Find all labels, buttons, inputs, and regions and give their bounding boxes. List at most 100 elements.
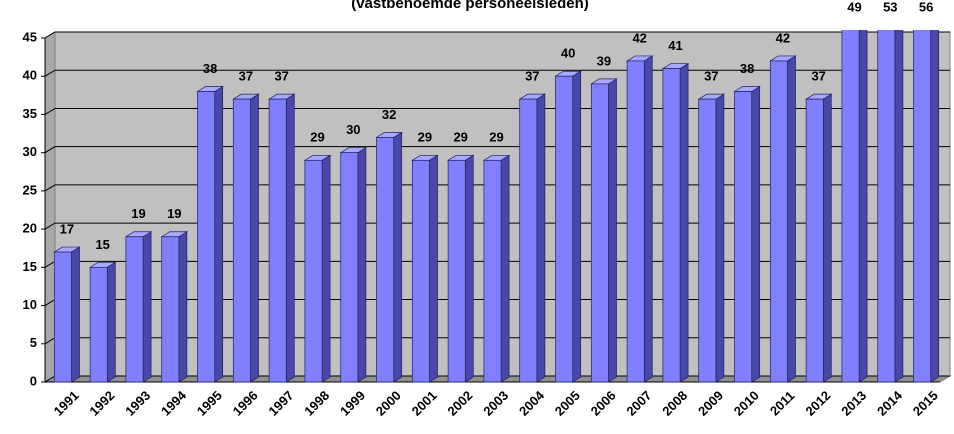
bar-side <box>608 78 617 383</box>
data-label: 42 <box>632 30 646 45</box>
bar-side <box>536 93 546 383</box>
data-label: 37 <box>811 69 825 84</box>
x-tick-label: 2003 <box>480 388 511 419</box>
bar <box>483 159 502 383</box>
bar-side <box>357 147 367 383</box>
x-tick-label: 2014 <box>874 387 906 419</box>
bar-side <box>393 131 403 383</box>
data-label: 53 <box>883 0 897 14</box>
data-label: 29 <box>489 130 503 145</box>
bar <box>411 159 430 383</box>
x-tick-label: 2011 <box>767 388 798 419</box>
y-tick-label: 20 <box>23 221 37 236</box>
x-tick-label: 2006 <box>588 388 619 419</box>
chart-title: (vastbenoemde personeelsleden) <box>351 0 589 12</box>
data-label: 29 <box>418 130 432 145</box>
bar <box>197 91 216 383</box>
y-tick-label: 10 <box>23 297 37 312</box>
bar-side <box>858 30 868 383</box>
data-label: 56 <box>919 0 933 14</box>
x-tick-label: 2008 <box>659 388 690 419</box>
x-tick-label: 1997 <box>265 388 296 419</box>
y-tick-label: 40 <box>23 68 37 83</box>
x-tick-label: 1998 <box>301 388 332 419</box>
bar <box>304 159 323 383</box>
data-label: 38 <box>740 61 754 76</box>
bar <box>232 98 251 383</box>
data-label: 42 <box>776 30 790 45</box>
x-tick-label: 2013 <box>838 388 869 419</box>
grid-line <box>44 31 950 39</box>
x-tick-label: 2007 <box>623 388 654 419</box>
bar-side <box>321 154 331 383</box>
x-tick-label: 2010 <box>731 388 762 419</box>
bar-side <box>142 231 152 383</box>
data-label: 19 <box>131 206 145 221</box>
x-tick-label: 1992 <box>86 388 117 419</box>
bar-side <box>822 93 832 383</box>
bar <box>626 60 645 383</box>
bar <box>769 60 788 383</box>
y-tick-label: 35 <box>23 106 37 121</box>
bars <box>53 30 940 383</box>
bar <box>662 68 681 383</box>
bar <box>125 236 144 383</box>
data-label: 37 <box>239 69 253 84</box>
y-tick-label: 30 <box>23 144 37 159</box>
data-label: 39 <box>597 53 611 68</box>
bar <box>555 75 574 383</box>
x-tick-label: 1991 <box>51 388 82 419</box>
bar <box>805 98 824 383</box>
x-tick-label: 1995 <box>194 388 225 419</box>
data-label: 40 <box>561 46 575 61</box>
bar-side <box>464 154 474 383</box>
x-tick-label: 2002 <box>444 388 475 419</box>
bar <box>89 266 108 383</box>
data-label: 49 <box>847 0 861 14</box>
x-tick-label: 1993 <box>122 388 153 419</box>
bar-side <box>643 55 653 383</box>
data-label: 37 <box>274 69 288 84</box>
y-tick-label: 25 <box>23 182 37 197</box>
x-tick-label: 2005 <box>552 388 583 419</box>
data-label: 32 <box>382 107 396 122</box>
y-tick-label: 5 <box>30 335 37 350</box>
data-label: 38 <box>203 61 217 76</box>
data-label: 19 <box>167 206 181 221</box>
x-tick-label: 2009 <box>695 388 726 419</box>
data-label: 37 <box>525 69 539 84</box>
bar <box>877 30 896 383</box>
data-label: 41 <box>668 38 682 53</box>
y-tick-label: 15 <box>23 259 37 274</box>
bar <box>268 98 287 383</box>
x-tick-label: 2004 <box>516 387 548 419</box>
bar-side <box>679 62 689 383</box>
bar <box>340 152 359 383</box>
data-label: 37 <box>704 69 718 84</box>
bar-side <box>178 231 188 383</box>
x-tick-label: 2015 <box>910 388 941 419</box>
bar <box>913 30 932 383</box>
bar <box>376 137 395 383</box>
bar <box>698 98 717 383</box>
data-label: 15 <box>95 237 109 252</box>
data-label: 29 <box>453 130 467 145</box>
bar <box>734 91 753 383</box>
data-label: 17 <box>60 221 74 236</box>
y-tick-label: 45 <box>23 29 37 44</box>
bar <box>53 251 72 383</box>
bar-side <box>930 30 940 383</box>
bar-side <box>250 93 259 383</box>
x-tick-label: 1996 <box>230 388 261 419</box>
x-tick-label: 2012 <box>802 388 833 419</box>
side-wall <box>44 31 56 383</box>
x-tick-label: 1994 <box>158 387 190 419</box>
bar-side <box>214 85 224 383</box>
data-label: 30 <box>346 122 360 137</box>
x-tick-label: 1999 <box>337 388 368 419</box>
bar <box>447 159 466 383</box>
bar-side <box>71 246 80 383</box>
bar <box>590 83 609 383</box>
data-label: 29 <box>310 130 324 145</box>
x-tick-label: 2000 <box>373 388 404 419</box>
